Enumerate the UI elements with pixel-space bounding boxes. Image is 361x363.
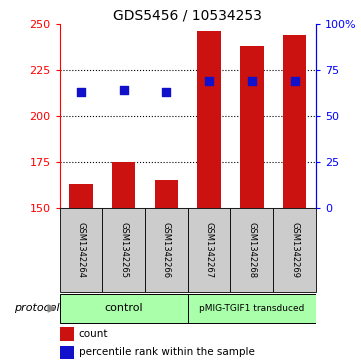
Point [249,78,255,83]
Bar [273,208,316,292]
Text: percentile rank within the sample: percentile rank within the sample [79,347,255,358]
Bar [60,346,74,359]
Text: GSM1342269: GSM1342269 [290,222,299,278]
Text: GSM1342265: GSM1342265 [119,222,128,278]
Bar [60,327,74,341]
Bar [112,162,135,208]
Point [164,89,169,95]
Text: GSM1342268: GSM1342268 [247,222,256,278]
Bar [240,46,264,208]
Bar [60,208,102,292]
Bar [188,208,230,292]
Bar [283,34,306,208]
Text: GSM1342267: GSM1342267 [205,222,214,278]
Text: control: control [104,303,143,313]
Bar [145,208,188,292]
Point [78,89,84,95]
Point [206,78,212,83]
Bar [69,184,93,208]
Bar [102,208,145,292]
Text: GSM1342264: GSM1342264 [77,222,86,278]
Point [292,78,297,83]
Text: protocol: protocol [14,303,60,313]
Bar [230,208,273,292]
Text: count: count [79,329,108,339]
Point [121,87,127,93]
Bar [197,31,221,208]
Text: pMIG-TGIF1 transduced: pMIG-TGIF1 transduced [199,304,304,313]
Bar [60,294,188,323]
Bar [188,294,316,323]
Title: GDS5456 / 10534253: GDS5456 / 10534253 [113,8,262,23]
Bar [155,180,178,208]
Text: GSM1342266: GSM1342266 [162,222,171,278]
